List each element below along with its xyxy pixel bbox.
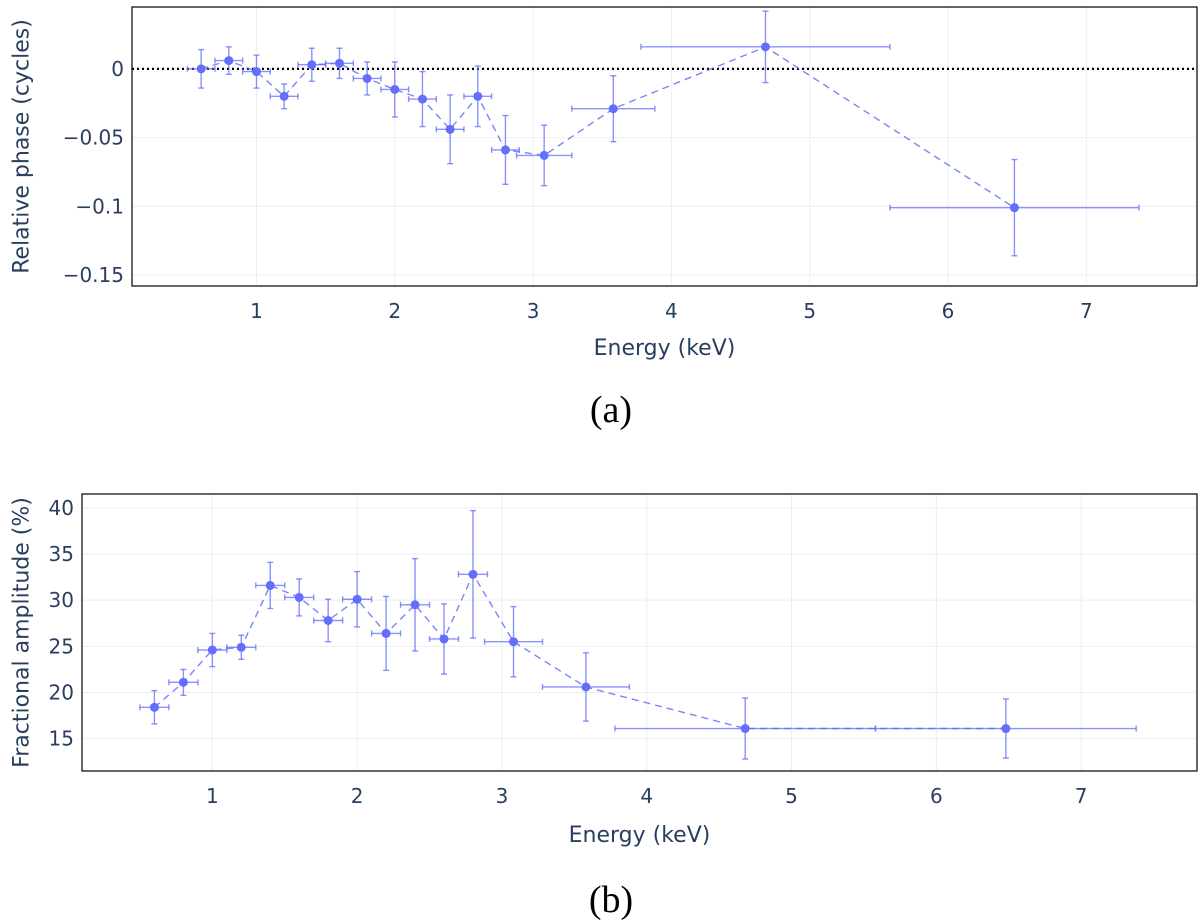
data-point [334, 58, 344, 68]
y-tick-label: −0.05 [63, 126, 124, 150]
y-tick-label: −0.1 [75, 194, 124, 218]
y-tick-label: −0.15 [63, 263, 124, 287]
x-tick-label: 6 [942, 299, 955, 323]
x-tick-label: 3 [527, 299, 540, 323]
panel-b-data-trace [139, 509, 1137, 760]
data-point [740, 724, 750, 734]
x-tick-label: 5 [785, 784, 798, 808]
panel-b-plot-frame [81, 493, 1198, 772]
data-point [307, 60, 317, 70]
x-tick-label: 2 [351, 784, 364, 808]
panel-b-caption: (b) [589, 879, 633, 920]
panel-b: 1 2 3 4 5 6 7 15 20 25 30 35 40 Energy (keV) Fractio… [10, 493, 1198, 920]
series-dashed-line [153, 572, 1006, 730]
data-point [500, 145, 510, 155]
data-point [1009, 203, 1019, 213]
panel-a-gridlines [132, 7, 1197, 286]
data-point [149, 702, 159, 712]
data-point [196, 64, 206, 74]
data-point [468, 569, 478, 579]
x-tick-label: 3 [496, 784, 509, 808]
data-point [279, 91, 289, 101]
panel-b-x-axis-title: Energy (keV) [569, 823, 711, 848]
panel-b-gridlines [82, 494, 1197, 771]
data-point [381, 628, 391, 638]
data-point [390, 84, 400, 94]
data-point [509, 637, 519, 647]
x-tick-label: 4 [640, 784, 653, 808]
x-tick-label: 4 [665, 299, 678, 323]
panel-a: 1 2 3 4 5 6 7 0 −0.05 −0.1 −0.15 Energy (keV) Rela… [10, 6, 1198, 431]
panel-a-x-axis-title: Energy (keV) [594, 336, 736, 361]
data-point [539, 150, 549, 160]
x-tick-label: 6 [930, 784, 943, 808]
panel-a-plot-frame [131, 6, 1198, 287]
y-tick-label: 40 [49, 496, 74, 520]
data-point [178, 677, 188, 687]
y-tick-label: 15 [49, 727, 74, 751]
data-point [445, 124, 455, 134]
panel-a-data-trace [186, 10, 1140, 257]
data-point [417, 94, 427, 104]
data-point [410, 600, 420, 610]
x-tick-label: 7 [1075, 784, 1088, 808]
x-tick-label: 7 [1080, 299, 1093, 323]
data-point [323, 615, 333, 625]
x-tick-label: 2 [388, 299, 401, 323]
data-point [1001, 724, 1011, 734]
data-point [473, 91, 483, 101]
panel-b-y-axis-title: Fractional amplitude (%) [10, 497, 35, 768]
data-point [294, 592, 304, 602]
y-tick-label: 30 [49, 588, 74, 612]
data-point [224, 56, 234, 66]
data-point [352, 594, 362, 604]
data-point [608, 104, 618, 114]
data-point [362, 73, 372, 83]
data-point [265, 580, 275, 590]
y-tick-label: 25 [49, 634, 74, 658]
data-point [236, 642, 246, 652]
panel-a-tick-labels: 1 2 3 4 5 6 7 0 −0.05 −0.1 −0.15 [63, 57, 1093, 323]
data-point [439, 634, 449, 644]
x-tick-label: 1 [250, 299, 263, 323]
panel-a-y-axis-title: Relative phase (cycles) [10, 19, 35, 274]
data-point [251, 67, 261, 77]
x-tick-label: 1 [206, 784, 219, 808]
data-point [207, 645, 217, 655]
panel-a-caption: (a) [590, 389, 632, 431]
data-point [581, 682, 591, 692]
y-tick-label: 0 [111, 57, 124, 81]
x-tick-label: 5 [803, 299, 816, 323]
series-dashed-line [201, 46, 1015, 209]
y-tick-label: 20 [49, 681, 74, 705]
panel-b-tick-labels: 1 2 3 4 5 6 7 15 20 25 30 35 40 [49, 496, 1088, 808]
data-point [760, 42, 770, 52]
y-tick-label: 35 [49, 542, 74, 566]
